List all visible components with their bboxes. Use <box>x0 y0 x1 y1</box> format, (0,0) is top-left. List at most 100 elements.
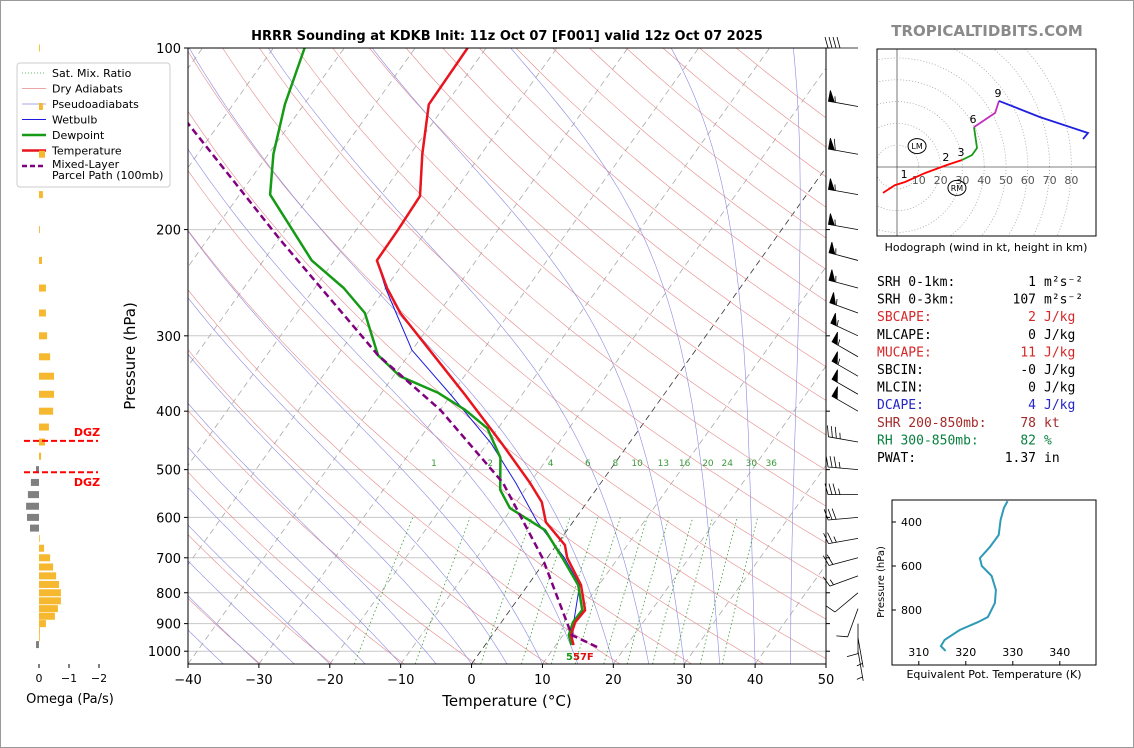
mixing-ratio-line <box>574 517 621 664</box>
pseudoadiabat <box>188 486 366 664</box>
thetae-frame <box>891 499 1097 666</box>
omega-bar <box>39 620 46 628</box>
pseudoadiabat <box>188 595 260 664</box>
y-tick-label: 400 <box>156 405 181 420</box>
mixing-ratio-line <box>721 517 759 664</box>
dry-adiabat <box>479 48 826 334</box>
stat-unit: m²s⁻² <box>1044 275 1083 290</box>
omega-bar <box>39 605 58 613</box>
omega-bar <box>39 580 60 588</box>
y-tick-label: 900 <box>156 618 181 633</box>
omega-bar <box>39 423 49 431</box>
x-tick-label: −20 <box>316 673 343 688</box>
wind-barb <box>825 592 859 613</box>
thetae-line <box>939 500 1009 652</box>
y-tick-label: 100 <box>156 42 181 57</box>
omega-bar <box>39 332 48 340</box>
thetae-x-title: Equivalent Pot. Temperature (K) <box>906 668 1081 681</box>
omega-bar <box>39 284 46 292</box>
wind-barb <box>823 532 859 544</box>
pseudoadiabat <box>188 297 508 664</box>
dry-adiabat <box>188 110 826 660</box>
mixing-ratio-label: 36 <box>766 459 778 469</box>
dry-adiabat <box>222 48 826 581</box>
wind-barb <box>827 178 859 195</box>
dry-adiabat <box>442 48 826 368</box>
dry-adiabat <box>188 471 405 664</box>
isotherm-extra <box>188 48 487 467</box>
storm-motion-marker <box>947 179 967 196</box>
omega-bar <box>39 102 43 110</box>
profile-line <box>188 121 598 649</box>
isotherm-extra <box>188 48 274 169</box>
omega-bar <box>39 191 43 199</box>
stat-unit: J/kg <box>1044 381 1075 396</box>
mixing-ratio-line <box>699 517 738 664</box>
wind-barb <box>827 138 859 155</box>
hodo-ring-label: 20 <box>934 174 948 187</box>
omega-bar <box>26 502 39 510</box>
omega-bar <box>39 563 54 571</box>
dry-adiabat <box>188 229 692 664</box>
hodo-line <box>998 100 1090 140</box>
legend-box <box>16 62 171 188</box>
stat-unit: J/kg <box>1044 363 1075 378</box>
dry-adiabat <box>332 48 826 471</box>
dry-adiabat <box>188 410 477 664</box>
thetae-y-tick-label: 800 <box>901 604 922 617</box>
y-tick-label: 500 <box>156 464 181 479</box>
mixing-ratio-label: 24 <box>722 459 734 469</box>
mixing-ratio-line <box>603 517 648 664</box>
dgz-label: DGZ <box>74 476 100 489</box>
legend-label: Pseudoadiabats <box>52 98 139 111</box>
thetae-x-tick-label: 330 <box>1002 646 1023 659</box>
y-tick-label: 800 <box>156 587 181 602</box>
stat-unit: % <box>1044 433 1052 448</box>
omega-bar <box>27 491 39 499</box>
dry-adiabat <box>188 170 764 664</box>
stat-unit: J/kg <box>1044 310 1075 325</box>
hodo-ring-label: 30 <box>955 174 969 187</box>
stat-value: 107 <box>1013 293 1036 308</box>
hodo-ring-label: 80 <box>1064 174 1078 187</box>
y-axis-title: Pressure (hPa) <box>121 302 139 410</box>
omega-bar <box>39 612 55 620</box>
omega-bar <box>39 634 40 642</box>
omega-tick-label: −1 <box>61 672 77 685</box>
legend-label: Sat. Mix. Ratio <box>52 67 132 80</box>
dry-adiabat <box>259 48 826 544</box>
hodo-frame <box>876 48 1097 237</box>
hodo-ring-label: 40 <box>977 174 991 187</box>
stat-label: MLCIN: <box>877 381 924 396</box>
omega-bar <box>39 627 40 635</box>
surface-label: 55 <box>566 652 580 663</box>
wind-barb <box>825 455 859 471</box>
omega-bar <box>30 524 39 532</box>
mixing-ratio-line <box>626 517 670 664</box>
omega-bar <box>30 478 39 486</box>
wind-barb <box>827 213 859 230</box>
thetae-x-tick-label: 320 <box>955 646 976 659</box>
omega-tick-label: −2 <box>91 672 107 685</box>
legend: Sat. Mix. Ratio Dry Adiabats Pseudoadiabat… <box>16 62 171 188</box>
omega-bar <box>39 572 57 580</box>
isotherm <box>400 67 826 664</box>
mixing-ratio-label: 30 <box>746 459 758 469</box>
pseudoadiabat <box>510 48 720 664</box>
omega-tick-label: 0 <box>36 672 43 685</box>
omega-bar <box>39 597 61 605</box>
wind-barb <box>831 351 859 377</box>
y-tick-label: 1000 <box>148 645 181 660</box>
isotherm <box>329 48 770 664</box>
hodo-ring <box>1024 49 1072 236</box>
hodo-ring <box>877 57 1007 236</box>
stat-value: 11 <box>1020 345 1036 360</box>
plot-frame <box>187 47 827 665</box>
dry-adiabat <box>188 597 261 664</box>
wind-barb <box>824 483 858 495</box>
pseudoadiabat <box>267 48 650 664</box>
mixing-ratio-label: 4 <box>548 459 554 469</box>
stat-label: SHR 200-850mb: <box>877 416 987 431</box>
